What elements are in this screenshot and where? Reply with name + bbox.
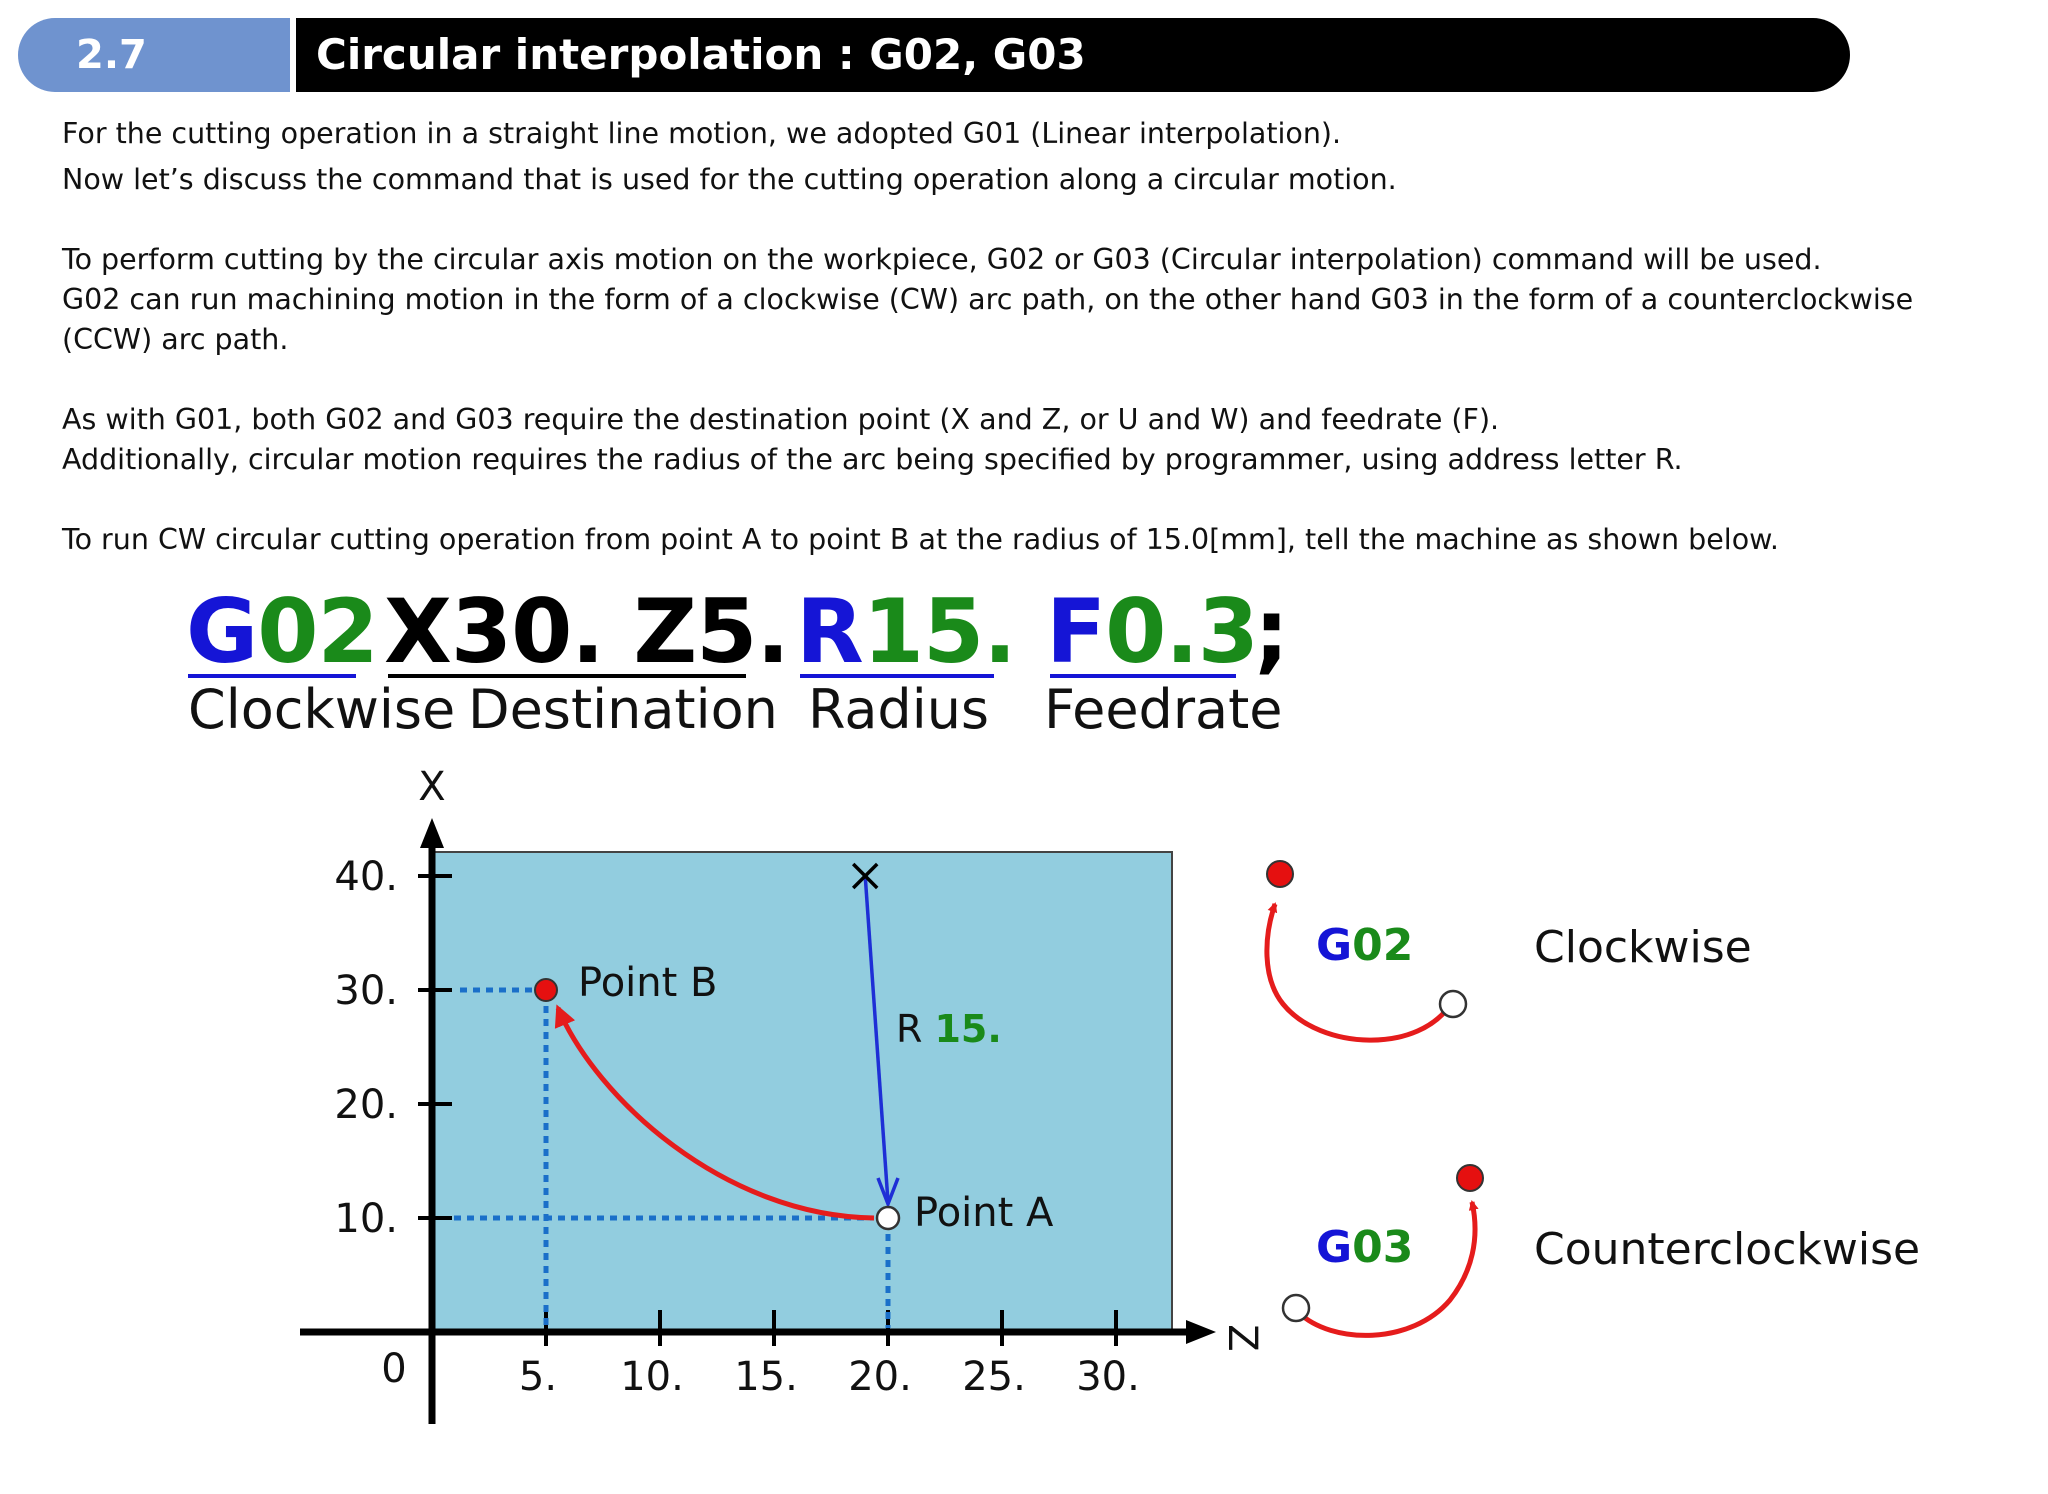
label-feedrate: Feedrate	[1044, 678, 1283, 741]
f-letter: F	[1046, 580, 1106, 683]
x-axis-arrow	[420, 818, 444, 848]
legend-g02-start-point	[1438, 989, 1468, 1019]
legend-g02-description: Clockwise	[1534, 922, 1752, 973]
legend-g02-end-point	[1266, 860, 1294, 888]
requirement-line-2: Additionally, circular motion requires t…	[62, 443, 1683, 476]
g-underline	[188, 674, 356, 678]
radius-arrowhead	[876, 1177, 900, 1209]
point-a-label: Point A	[914, 1190, 1054, 1236]
label-destination: Destination	[468, 678, 778, 741]
x-tick-label-1: 20.	[334, 1082, 398, 1128]
description-line-3: (CCW) arc path.	[62, 323, 289, 356]
g-letter: G	[186, 580, 258, 683]
z-tick-label-1: 10.	[620, 1354, 684, 1400]
radius-arrow	[863, 875, 890, 1203]
x-tick-label-0: 10.	[334, 1196, 398, 1242]
legend-g03-end-point	[1456, 1164, 1484, 1192]
arc-center-marker	[851, 862, 879, 890]
legend-g03-arc	[1296, 1200, 1479, 1338]
x-tick-label-2: 30.	[334, 968, 398, 1014]
legend-g02-arc	[1264, 902, 1455, 1043]
page-title: Circular interpolation : G02, G03	[316, 30, 1086, 79]
command-g-code: G02	[186, 580, 379, 683]
cutting-arc-path	[554, 1004, 875, 1221]
x-axis-ticks: 10. 20. 30. 40.	[334, 854, 452, 1242]
section-number-badge: 2.7	[18, 18, 290, 92]
workpiece-area	[431, 851, 1173, 1333]
command-destination: X30. Z5.	[384, 580, 790, 683]
x-tick-label-3: 40.	[334, 854, 398, 900]
point-a-marker	[875, 1205, 901, 1231]
destination-underline	[388, 674, 746, 678]
x-axis-label: X	[418, 764, 445, 810]
radius-label: R 15.	[896, 1007, 1002, 1051]
r-number: 15.	[862, 580, 1017, 683]
point-b-marker	[534, 978, 558, 1002]
g-number: 02	[257, 580, 378, 683]
origin-label: 0	[381, 1346, 406, 1392]
intro-line-2: Now let’s discuss the command that is us…	[62, 163, 1397, 196]
r-letter: R	[796, 580, 864, 683]
point-b-label: Point B	[578, 960, 717, 1006]
command-terminator: ;	[1254, 580, 1289, 683]
example-line: To run CW circular cutting operation fro…	[62, 523, 1779, 556]
title-bar: Circular interpolation : G02, G03	[296, 18, 1850, 92]
feedrate-underline	[1050, 674, 1236, 678]
legend-g03-code: G03	[1316, 1222, 1413, 1273]
intro-line-1: For the cutting operation in a straight …	[62, 117, 1342, 150]
z-axis-ticks: 5. 10. 15. 20. 25. 30.	[519, 1310, 1140, 1400]
z-tick-label-3: 20.	[848, 1354, 912, 1400]
description-line-1: To perform cutting by the circular axis …	[62, 243, 1822, 276]
z-tick-label-5: 30.	[1076, 1354, 1140, 1400]
label-clockwise: Clockwise	[188, 678, 456, 741]
f-number: 0.3	[1105, 580, 1259, 683]
description-line-2: G02 can run machining motion in the form…	[62, 283, 1914, 316]
legend-g03-start-point	[1281, 1293, 1311, 1323]
radius-underline	[800, 674, 994, 678]
z-axis-arrow	[1186, 1320, 1216, 1344]
command-radius: R15.	[796, 580, 1017, 683]
section-number: 2.7	[76, 32, 147, 78]
z-tick-label-0: 5.	[519, 1354, 557, 1400]
z-tick-label-2: 15.	[734, 1354, 798, 1400]
label-radius: Radius	[808, 678, 990, 741]
z-axis-label: Z	[1219, 1324, 1265, 1351]
command-feedrate: F0.3	[1046, 580, 1259, 683]
requirement-line-1: As with G01, both G02 and G03 require th…	[62, 403, 1500, 436]
z-tick-label-4: 25.	[962, 1354, 1026, 1400]
legend-g02-code: G02	[1316, 920, 1413, 971]
legend-g03-description: Counterclockwise	[1534, 1224, 1920, 1275]
